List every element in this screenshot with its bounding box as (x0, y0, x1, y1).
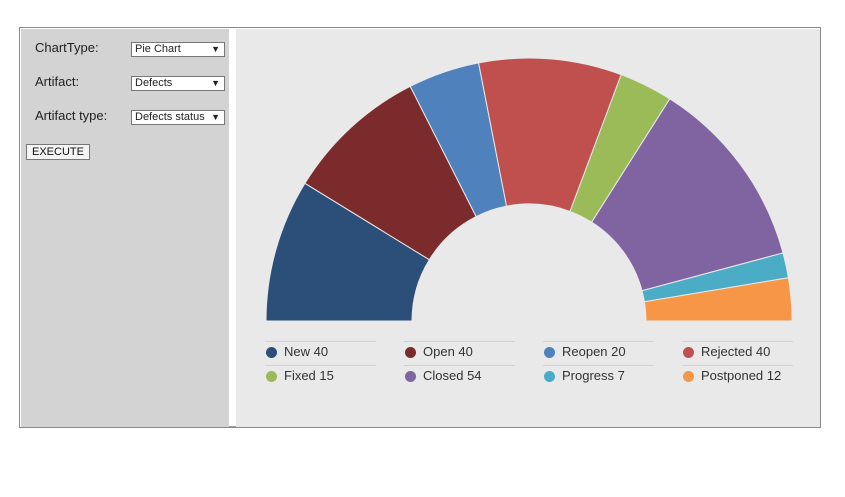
legend-swatch (405, 347, 416, 358)
legend-label: Fixed 15 (284, 368, 334, 383)
legend-swatch (544, 347, 555, 358)
artifact-type-select[interactable]: Defects status ▼ (131, 110, 225, 125)
legend-label: Postponed 12 (701, 368, 782, 383)
legend-item-rejected[interactable]: Rejected 40 (682, 341, 793, 365)
chart-type-label: ChartType: (35, 40, 99, 55)
legend-swatch (405, 371, 416, 382)
legend-swatch (683, 371, 694, 382)
artifact-type-label: Artifact type: (35, 108, 108, 123)
artifact-type-value: Defects status (135, 111, 205, 123)
legend-label: Open 40 (423, 344, 473, 359)
chevron-down-icon: ▼ (211, 112, 220, 122)
legend-item-new[interactable]: New 40 (265, 341, 376, 365)
separator-tick (229, 426, 236, 427)
panel-separator (229, 29, 236, 427)
legend-label: Reopen 20 (562, 344, 626, 359)
chart-area: New 40 Open 40 Reopen 20 Rejected 40 Fixed 1… (236, 29, 820, 427)
legend-item-progress[interactable]: Progress 7 (543, 365, 654, 389)
chevron-down-icon: ▼ (211, 44, 220, 54)
artifact-label: Artifact: (35, 74, 80, 89)
legend-swatch (683, 347, 694, 358)
artifact-value: Defects (135, 77, 173, 89)
sidebar: ChartType: Pie Chart ▼ Artifact: Defects… (21, 29, 229, 427)
app-frame: ChartType: Pie Chart ▼ Artifact: Defects… (19, 27, 821, 428)
legend-item-closed[interactable]: Closed 54 (404, 365, 515, 389)
legend-item-reopen[interactable]: Reopen 20 (543, 341, 654, 365)
legend-label: Rejected 40 (701, 344, 771, 359)
chart-type-value: Pie Chart (135, 43, 181, 55)
legend-swatch (544, 371, 555, 382)
execute-button[interactable]: EXECUTE (26, 144, 90, 160)
legend-item-postponed[interactable]: Postponed 12 (682, 365, 793, 389)
artifact-select[interactable]: Defects ▼ (131, 76, 225, 91)
slice-closed[interactable] (590, 98, 784, 292)
half-donut-chart (265, 57, 793, 322)
chart-legend: New 40 Open 40 Reopen 20 Rejected 40 Fixed 1… (265, 341, 793, 389)
legend-label: Closed 54 (423, 368, 482, 383)
slice-postponed[interactable] (643, 277, 793, 322)
legend-item-fixed[interactable]: Fixed 15 (265, 365, 376, 389)
chevron-down-icon: ▼ (211, 78, 220, 88)
chart-type-select[interactable]: Pie Chart ▼ (131, 42, 225, 57)
legend-label: Progress 7 (562, 368, 625, 383)
legend-swatch (266, 347, 277, 358)
legend-swatch (266, 371, 277, 382)
legend-item-open[interactable]: Open 40 (404, 341, 515, 365)
legend-label: New 40 (284, 344, 329, 359)
